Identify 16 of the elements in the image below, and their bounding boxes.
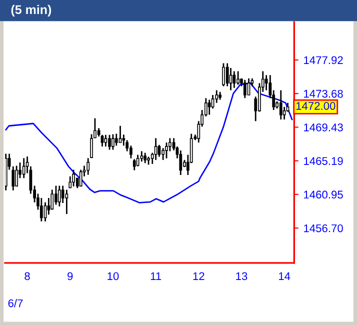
y-tick-label: 1477.92 [304, 56, 343, 64]
x-tick-label: 12 [193, 272, 204, 280]
y-tick-label: 1465.19 [304, 157, 343, 165]
y-tick-label: 1473.68 [304, 90, 343, 98]
y-tick-label: 1456.70 [304, 224, 343, 232]
y-tick-label: 1469.43 [304, 123, 343, 132]
y-tick-label: 1460.95 [304, 190, 343, 199]
x-tick-label: 13 [236, 272, 248, 280]
text: 6/7 [8, 299, 23, 308]
x-tick-label: 10 [108, 272, 119, 280]
annotation: 1472.00 [296, 102, 336, 110]
x-tick-label: 11 [150, 272, 162, 280]
chart-title: (5 min) [11, 4, 52, 17]
x-tick-label: 14 [278, 272, 290, 280]
x-tick-label: 8 [24, 272, 30, 280]
x-tick-label: 9 [68, 272, 73, 280]
